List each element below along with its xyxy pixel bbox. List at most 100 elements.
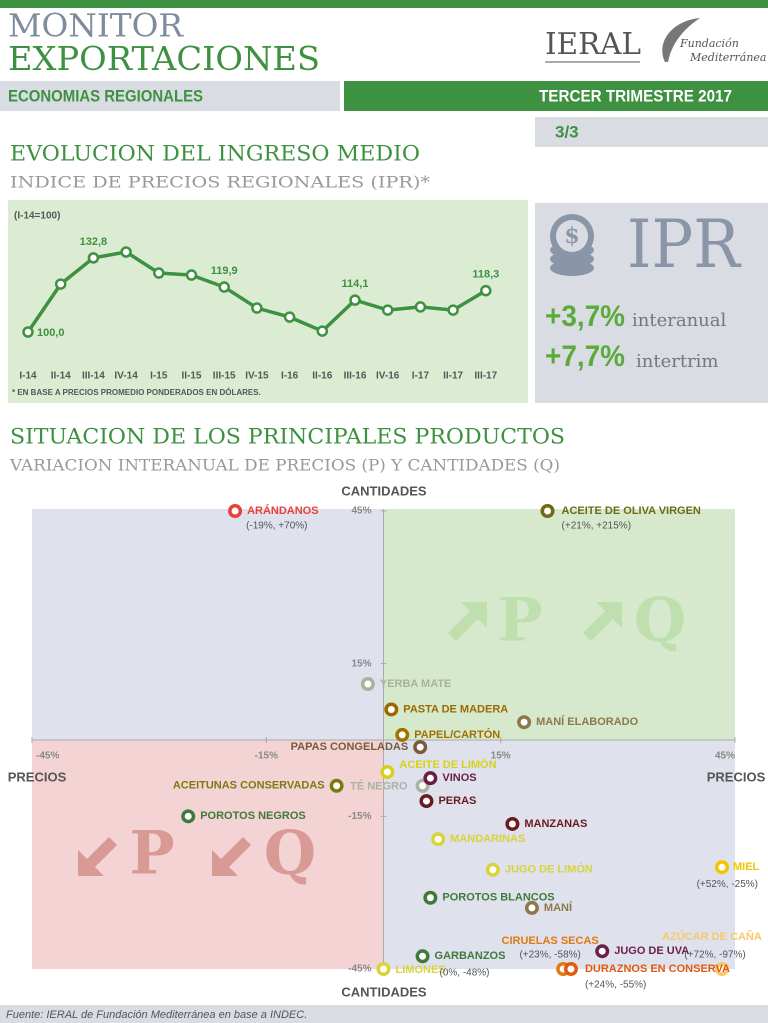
point-label: YERBA MATE — [380, 678, 452, 690]
point-label: JUGO DE LIMÓN — [505, 863, 593, 876]
point-label: AZÚCAR DE CAÑA — [662, 930, 762, 943]
x-tick-label: III-16 — [344, 371, 367, 382]
point-label: CIRUELAS SECAS — [502, 935, 599, 947]
point-value-label: (0%, -48%) — [440, 968, 490, 979]
data-label: 132,8 — [80, 236, 108, 248]
data-point-center — [333, 782, 341, 790]
x-axis-title: PRECIOS — [8, 769, 67, 784]
x-tick-label: I-14 — [19, 371, 37, 382]
data-point — [87, 252, 100, 264]
arrow-down — [212, 837, 251, 876]
data-point — [349, 294, 361, 306]
data-point-center — [231, 507, 239, 515]
data-point — [218, 281, 230, 293]
quadrant-label: Q — [264, 819, 316, 889]
point-label: LIMONES — [396, 964, 446, 976]
top-bar — [0, 0, 768, 8]
page-number: 3/3 — [555, 122, 579, 141]
data-point-center — [380, 965, 387, 973]
data-point-center — [426, 774, 434, 782]
point-label: ACEITUNAS CONSERVADAS — [173, 780, 325, 792]
data-point — [283, 311, 296, 323]
point-label: MANZANAS — [524, 818, 587, 830]
x-tick-label: I-17 — [412, 371, 430, 382]
x-tick-label: IV-16 — [376, 371, 400, 382]
data-point-center — [387, 705, 395, 713]
quadrant — [32, 509, 384, 740]
ipr-interanual-value: +3,7% — [545, 300, 625, 333]
data-point-center — [416, 743, 424, 751]
x-tick-label: II-15 — [181, 371, 201, 382]
title-line1: MONITOR — [8, 7, 184, 45]
point-value-label: (+72%, -97%) — [684, 950, 745, 961]
point-label: GARBANZOS — [435, 950, 506, 962]
coin-symbol: $ — [564, 223, 579, 249]
ipr-intertrim-value: +7,7% — [545, 340, 625, 373]
point-value-label: (+21%, +215%) — [562, 521, 632, 532]
x-tick-label: IV-15 — [245, 371, 269, 382]
base-note: (I-14=100) — [14, 211, 60, 222]
data-point-center — [383, 768, 391, 776]
scatter-chart: -45% -15% 15% 45% -45% -15% 15% 45% ARÁNDANOS (-1… — [31, 504, 762, 991]
data-point-center — [718, 965, 726, 973]
point-label: POROTOS NEGROS — [200, 810, 306, 822]
point-label: ACEITE DE OLIVA VIRGEN — [562, 505, 701, 517]
point-label: ARÁNDANOS — [247, 504, 318, 517]
ipr-label: IPR — [627, 206, 742, 283]
data-point-center — [419, 952, 427, 960]
logo-ieral: IERAL — [545, 27, 641, 62]
footnote: * EN BASE A PRECIOS PROMEDIO PONDERADOS … — [12, 388, 261, 397]
data-label: 100,0 — [37, 327, 65, 339]
x-tick-label: IV-14 — [114, 371, 138, 382]
y-tick-label: 15% — [351, 658, 371, 669]
quadrant — [32, 740, 384, 969]
data-point-center — [489, 866, 497, 874]
point-label: PAPEL/CARTÓN — [414, 728, 500, 741]
quadrant-label: Q — [634, 586, 686, 656]
point-value-label: (-19%, +70%) — [246, 521, 307, 532]
x-tick-label: I-16 — [281, 371, 299, 382]
data-point-center — [422, 797, 430, 805]
point-value-label: (+23%, -58%) — [519, 950, 580, 961]
point-label: POROTOS BLANCOS — [442, 892, 554, 904]
point-label: MANÍ ELABORADO — [536, 715, 638, 728]
data-point-center — [598, 947, 606, 955]
data-point — [251, 302, 263, 314]
quadrant-label: P — [497, 586, 542, 656]
data-point-center — [434, 835, 442, 843]
point-label: PERAS — [438, 795, 476, 807]
data-point-center — [419, 782, 427, 790]
section-label: ECONOMIAS REGIONALES — [8, 86, 203, 105]
point-label: PASTA DE MADERA — [403, 703, 508, 715]
data-point-center — [508, 820, 516, 828]
period-bar — [344, 81, 768, 111]
logo-swoosh — [662, 18, 700, 62]
point-label: JUGO DE UVA — [614, 945, 689, 957]
period-label: TERCER TRIMESTRE 2017 — [539, 86, 732, 105]
data-point — [447, 304, 459, 316]
x-tick-label: III-17 — [474, 371, 497, 382]
x-tick-label: II-17 — [443, 371, 463, 382]
data-point-center — [364, 680, 372, 688]
data-point-center — [426, 894, 434, 902]
data-point — [22, 326, 34, 338]
data-point-center — [718, 863, 726, 871]
point-label: DURAZNOS EN CONSERVA — [585, 963, 730, 975]
data-point-center — [544, 507, 552, 515]
y-axis-title: CANTIDADES — [341, 483, 427, 498]
x-tick-label: 45% — [715, 751, 735, 762]
x-tick-label: III-15 — [213, 371, 236, 382]
x-tick-label: -15% — [255, 751, 278, 762]
title-line2: EXPORTACIONES — [8, 39, 320, 78]
data-point — [153, 267, 165, 279]
section-title: SITUACION DE LOS PRINCIPALES PRODUCTOS — [10, 425, 565, 449]
point-label: ACEITE DE LIMÓN — [399, 758, 496, 771]
data-point — [316, 325, 329, 337]
data-label: 118,3 — [472, 269, 499, 281]
data-point — [185, 269, 198, 281]
quadrant-label: P — [129, 819, 174, 889]
quadrant — [384, 509, 735, 740]
x-tick-label: II-14 — [51, 371, 71, 382]
ipr-interanual-label: interanual — [632, 310, 726, 331]
point-label: PAPAS CONGELADAS — [291, 741, 409, 753]
